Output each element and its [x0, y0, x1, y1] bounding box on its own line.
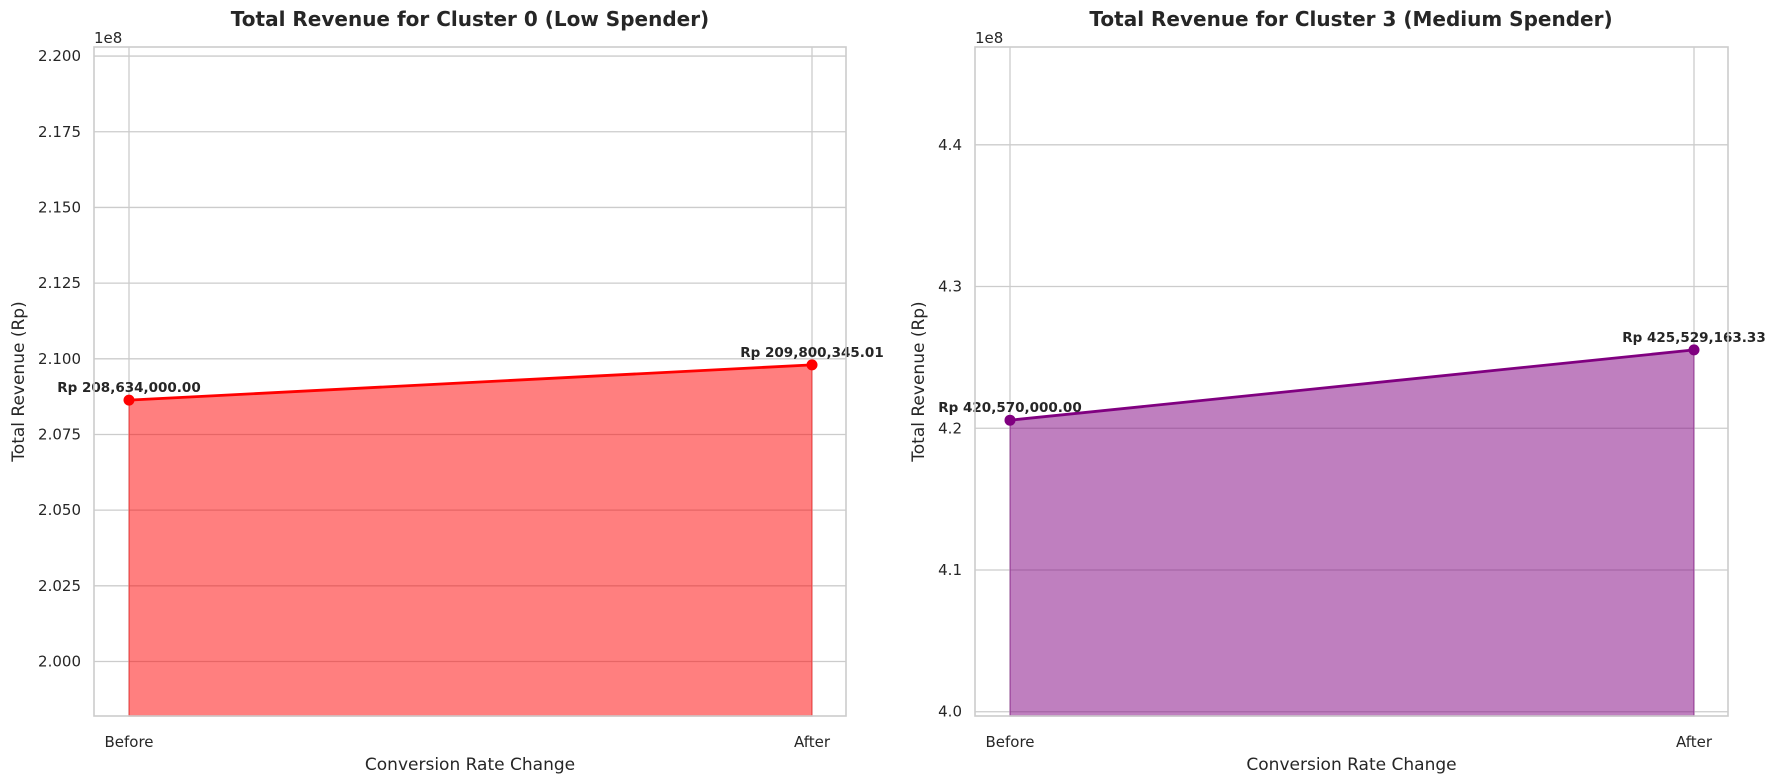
x-tick-label: Before — [985, 733, 1034, 751]
area-fill — [1009, 349, 1695, 717]
x-tick-label: Before — [104, 733, 153, 751]
y-tick-label: 2.100 — [38, 350, 81, 368]
x-axis-label: Conversion Rate Change — [365, 755, 575, 775]
chart-title: Total Revenue for Cluster 3 (Medium Spen… — [1089, 7, 1612, 31]
y-tick-label: 2.125 — [38, 274, 81, 292]
y-tick-label: 2.150 — [38, 198, 81, 216]
x-tick-label: After — [794, 733, 831, 751]
area-fill — [128, 364, 813, 717]
data-label: Rp 208,634,000.00 — [57, 380, 200, 396]
chart-panel-cluster-3: Rp 420,570,000.00 Rp 425,529,163.33 4.0 4.1… — [909, 7, 1766, 775]
y-tick-label: 4.0 — [938, 703, 962, 721]
series-line — [128, 363, 813, 402]
data-point — [123, 394, 135, 406]
data-point — [806, 359, 818, 371]
x-tick-label: After — [1676, 733, 1713, 751]
series-line — [1009, 348, 1695, 422]
y-tick-label: 2.075 — [38, 425, 81, 443]
y-tick-label: 2.000 — [38, 653, 81, 671]
y-offset-label: 1e8 — [975, 29, 1003, 47]
data-point — [1004, 414, 1016, 426]
y-offset-label: 1e8 — [94, 29, 122, 47]
y-axis-label: Total Revenue (Rp) — [9, 301, 29, 462]
y-tick-label: 2.200 — [38, 47, 81, 65]
data-label: Rp 420,570,000.00 — [938, 400, 1081, 416]
plot-frame — [93, 46, 847, 717]
plot-frame — [974, 46, 1729, 717]
data-label: Rp 209,800,345.01 — [740, 345, 883, 361]
y-tick-label: 2.025 — [38, 577, 81, 595]
y-tick-label: 4.4 — [938, 136, 962, 154]
y-tick-label: 4.2 — [938, 419, 962, 437]
x-axis-label: Conversion Rate Change — [1246, 755, 1456, 775]
y-tick-label: 4.3 — [938, 278, 962, 296]
chart-title: Total Revenue for Cluster 0 (Low Spender… — [231, 7, 709, 31]
y-axis-label: Total Revenue (Rp) — [909, 301, 929, 462]
chart-panel-cluster-0: Rp 208,634,000.00 Rp 209,800,345.01 2.000 2… — [9, 7, 884, 775]
y-tick-label: 4.1 — [938, 561, 962, 579]
data-label: Rp 425,529,163.33 — [1622, 330, 1765, 346]
data-point — [1688, 344, 1700, 356]
y-tick-label: 2.175 — [38, 123, 81, 141]
y-tick-label: 2.050 — [38, 501, 81, 519]
